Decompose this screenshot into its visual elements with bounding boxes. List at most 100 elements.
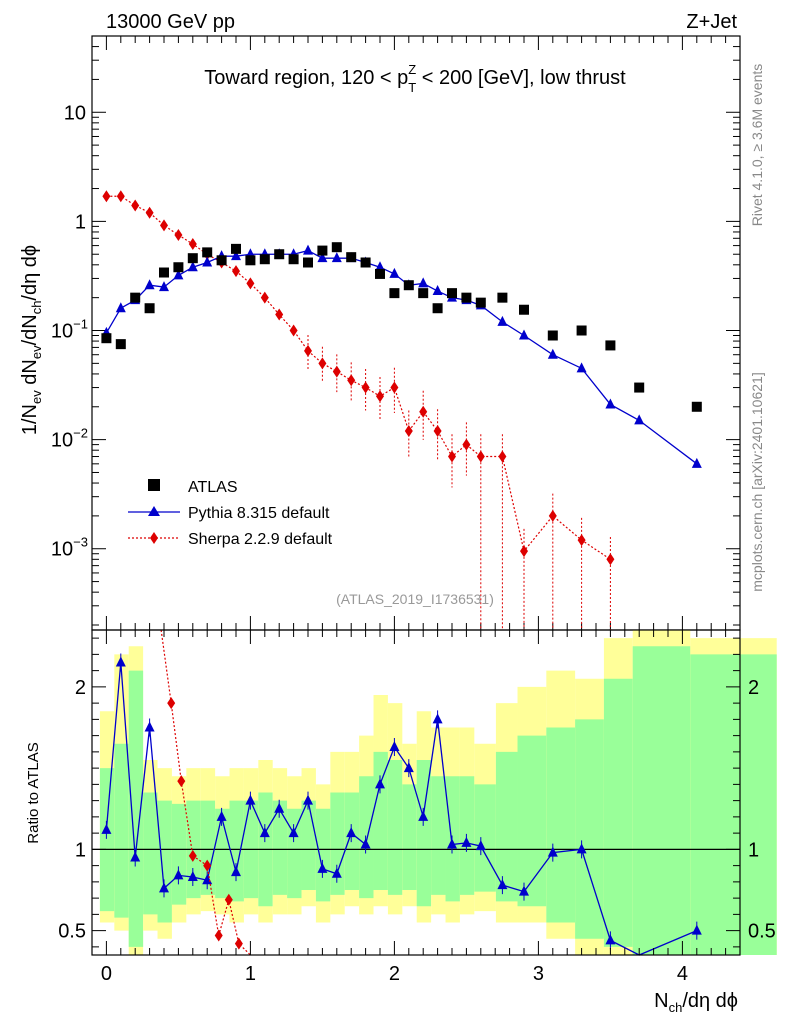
- inner-band-bin: [517, 735, 547, 907]
- inner-band-bin: [229, 800, 244, 902]
- atlas-point: [231, 243, 241, 254]
- inner-band-bin: [690, 654, 777, 955]
- ytick-base: 10: [51, 539, 73, 561]
- atlas-point: [144, 303, 155, 314]
- ytick-label: 0.5: [58, 921, 86, 943]
- ytick-exp: −2: [73, 426, 88, 441]
- sherpa-ratio-point: [167, 697, 176, 710]
- sherpa-point: [606, 553, 615, 566]
- mcplots-label: mcplots.cern.ch [arXiv:2401.10621]: [749, 372, 765, 591]
- atlas-point: [461, 292, 472, 303]
- ytick-label: 2: [75, 677, 86, 699]
- pythia-ratio-point: [389, 741, 400, 751]
- ytick-exp: −3: [73, 535, 88, 550]
- inner-band-bin: [157, 800, 172, 923]
- pythia-point: [547, 348, 558, 359]
- pythia-ratio-point: [187, 871, 198, 881]
- main-ylabel: 1/Nev dNev/dNch/dη dϕ: [19, 245, 44, 435]
- inner-band-bin: [546, 727, 576, 923]
- pythia-ratio-point: [173, 869, 184, 880]
- sherpa-point: [304, 344, 312, 357]
- atlas-point: [101, 333, 112, 344]
- sherpa-point: [260, 291, 269, 304]
- inner-band-bin: [373, 751, 388, 890]
- inner-band-bin: [445, 776, 460, 902]
- sherpa-point: [174, 229, 183, 242]
- atlas-point: [432, 303, 443, 314]
- analysis-label: (ATLAS_2019_I1736531): [336, 591, 494, 607]
- atlas-point: [288, 254, 299, 265]
- sherpa-point: [131, 199, 140, 212]
- sherpa-point: [476, 450, 485, 463]
- inner-band-bin: [459, 776, 475, 895]
- header-left: 13000 GeV pp: [106, 11, 235, 33]
- sherpa-point: [448, 450, 456, 463]
- sherpa-point: [332, 365, 341, 378]
- inner-band-bin: [416, 760, 432, 907]
- pythia-point: [173, 269, 184, 280]
- atlas-point: [259, 254, 270, 265]
- pythia-ratio-point: [331, 867, 342, 878]
- inner-band-bin: [301, 800, 316, 890]
- pythia-point: [375, 261, 385, 272]
- pythia-point: [231, 250, 241, 261]
- sherpa-point: [548, 509, 557, 522]
- inner-band-bin: [171, 803, 187, 905]
- sherpa-point: [145, 206, 154, 219]
- atlas-point: [576, 325, 587, 336]
- inner-band-bin: [402, 784, 417, 890]
- atlas-point: [346, 252, 357, 263]
- xaxis-label: Nch/dη dϕ: [654, 990, 738, 1015]
- inner-band-bin: [431, 776, 446, 895]
- sherpa-ratio-point: [177, 775, 186, 788]
- sherpa-ratio-point: [224, 893, 233, 906]
- ratio-ylabel: Ratio to ATLAS: [25, 742, 42, 843]
- sherpa-point: [498, 450, 507, 463]
- pythia-point: [634, 414, 645, 425]
- legend: ATLAS Pythia 8.315 default Sherpa 2.2.9 …: [128, 479, 333, 548]
- pythia-point: [144, 279, 155, 290]
- ytick-label-right: 0.5: [748, 921, 776, 943]
- sherpa-point: [318, 357, 327, 370]
- inner-band-bin: [474, 784, 496, 892]
- sherpa-point: [160, 219, 168, 232]
- inner-band-bin: [632, 646, 691, 955]
- legend-pythia-marker: [148, 506, 160, 516]
- ytick-label: 10−1: [51, 317, 88, 343]
- pythia-point: [432, 285, 443, 296]
- inner-band-bin: [603, 678, 633, 947]
- inner-band-bin: [330, 792, 345, 895]
- sherpa-point: [376, 390, 384, 403]
- legend-atlas-label: ATLAS: [188, 479, 238, 496]
- pythia-ratio-point: [475, 840, 486, 851]
- pythia-ratio-point: [447, 838, 457, 849]
- pythia-ratio-point: [245, 794, 256, 805]
- ytick-label: 10−3: [51, 535, 88, 561]
- atlas-point: [187, 253, 198, 264]
- sherpa-point: [232, 265, 240, 278]
- atlas-point: [115, 339, 126, 350]
- legend-atlas-marker: [148, 479, 160, 491]
- ratio-axis-ticks: 0.5 0.5 1 1 2 2: [58, 630, 776, 955]
- main-ytick-labels: 10−3 10−2 10−1 1 10: [51, 102, 88, 560]
- ytick-label: 10−2: [51, 426, 88, 452]
- atlas-point: [447, 288, 457, 299]
- ytick-label: 1: [75, 211, 86, 233]
- sherpa-point: [275, 308, 284, 321]
- pythia-point: [115, 302, 126, 313]
- pythia-ratio-point: [432, 713, 443, 724]
- sherpa-point: [188, 238, 197, 251]
- pythia-line: [105, 249, 698, 465]
- sherpa-point: [246, 277, 255, 290]
- pythia-point: [691, 457, 702, 468]
- atlas-point: [497, 292, 508, 303]
- inner-band-bin: [359, 776, 374, 899]
- inner-band-bin: [495, 751, 518, 902]
- pythia-point: [303, 244, 313, 255]
- pythia-ratio-point: [115, 656, 126, 667]
- pythia-point: [497, 315, 508, 326]
- pythia-point: [331, 252, 342, 263]
- header-right: Z+Jet: [686, 11, 737, 33]
